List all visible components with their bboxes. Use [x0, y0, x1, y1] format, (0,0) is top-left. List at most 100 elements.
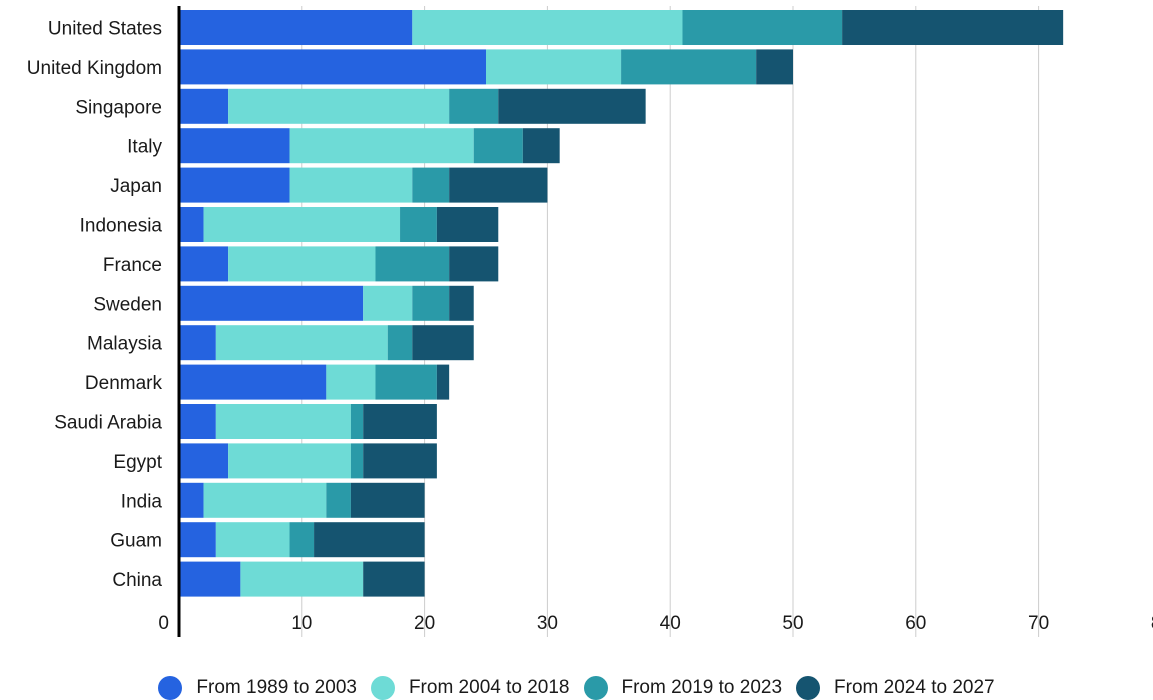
bar-segment	[436, 364, 450, 400]
bar-segment	[326, 364, 376, 400]
category-label: Italy	[127, 137, 162, 158]
bar-segment	[215, 325, 388, 361]
legend: From 1989 to 2003 From 2004 to 2018 From 2…	[0, 676, 1153, 700]
category-label: Singapore	[75, 97, 162, 118]
bar-segment	[289, 522, 315, 558]
bar-segment	[350, 482, 425, 518]
legend-label: From 2024 to 2027	[834, 677, 995, 698]
legend-label: From 2019 to 2023	[621, 677, 783, 698]
bar-segment	[203, 207, 401, 242]
category-label: France	[103, 255, 162, 276]
bar-segment	[449, 246, 499, 282]
bar-segment	[522, 128, 560, 164]
bar-segment	[449, 88, 499, 124]
category-label: Japan	[110, 176, 162, 197]
bar-segment	[682, 10, 843, 45]
bar-segment	[179, 207, 204, 242]
x-tick-label: 70	[1028, 613, 1049, 634]
bar-segment	[228, 246, 376, 282]
category-labels: United States United Kingdom Singapore Ital…	[27, 19, 163, 592]
bar-segment	[363, 561, 425, 597]
bar-segment	[179, 128, 290, 164]
bar-segment	[756, 49, 793, 85]
bar-segment	[215, 522, 290, 558]
bar-segment	[375, 364, 437, 400]
bar-segment	[350, 404, 364, 439]
bar-segment	[215, 404, 351, 439]
bar-segment	[179, 167, 290, 203]
bar-segment	[179, 88, 229, 124]
category-label: India	[121, 491, 163, 512]
bar-segment	[179, 404, 216, 439]
bar-segment	[289, 128, 474, 164]
bar-segment	[350, 443, 364, 479]
legend-item: From 2019 to 2023	[583, 676, 783, 700]
category-label: United States	[48, 19, 162, 40]
bar-segment	[498, 88, 646, 124]
bar-segment	[412, 325, 474, 361]
legend-swatch	[370, 676, 395, 700]
legend-label: From 1989 to 2003	[196, 677, 357, 698]
category-label: Egypt	[113, 452, 162, 473]
legend-swatch	[796, 676, 821, 700]
x-tick-label: 60	[905, 613, 926, 634]
x-tick-label: 10	[291, 613, 312, 634]
bar-segment	[449, 167, 548, 203]
bar-segment	[228, 443, 351, 479]
category-label: Guam	[110, 531, 162, 552]
bar-segment	[486, 49, 622, 85]
bar-segment	[449, 285, 474, 321]
bar-segment	[179, 325, 216, 361]
bar-segment	[179, 482, 204, 518]
bar-segment	[412, 285, 450, 321]
bar-segment	[621, 49, 757, 85]
x-axis-ticks: 0 10 20 30 40 50 60 70 80	[158, 613, 1153, 634]
bar-segment	[473, 128, 523, 164]
category-label: Sweden	[93, 294, 162, 315]
legend-label: From 2004 to 2018	[408, 677, 570, 698]
bar-segment	[314, 522, 425, 558]
legend-swatch	[158, 676, 183, 700]
bar-segment	[326, 482, 351, 518]
bar-segment	[203, 482, 327, 518]
legend-swatch	[583, 676, 608, 700]
x-tick-label: 40	[660, 613, 681, 634]
x-tick-label: 50	[782, 613, 803, 634]
bar-segment	[179, 561, 241, 597]
bar-segment	[375, 246, 450, 282]
legend-item: From 2024 to 2027	[796, 676, 995, 700]
bar-segment	[179, 285, 364, 321]
bar-segment	[363, 443, 437, 479]
bar-segment	[412, 167, 450, 203]
category-label: Indonesia	[80, 216, 163, 237]
x-tick-label: 0	[158, 613, 169, 634]
bar-segment	[179, 522, 216, 558]
bar-segment	[842, 10, 1064, 45]
x-tick-label: 30	[537, 613, 558, 634]
bar-segment	[228, 88, 450, 124]
x-tick-label: 80	[1151, 613, 1153, 634]
bar-segment	[240, 561, 364, 597]
bar-segment	[289, 167, 413, 203]
bars	[179, 10, 1064, 597]
bar-segment	[412, 10, 683, 45]
bar-segment	[179, 49, 486, 85]
category-label: Malaysia	[87, 334, 162, 355]
bar-segment	[179, 443, 229, 479]
x-tick-label: 20	[414, 613, 435, 634]
bar-segment	[179, 10, 413, 45]
legend-item: From 2004 to 2018	[370, 676, 570, 700]
bar-segment	[179, 246, 229, 282]
category-label: Saudi Arabia	[54, 413, 162, 434]
category-label: Denmark	[85, 373, 163, 394]
category-label: China	[112, 570, 162, 591]
legend-item: From 1989 to 2003	[158, 676, 357, 700]
bar-segment	[387, 325, 413, 361]
bar-segment	[400, 207, 437, 242]
bar-segment	[363, 285, 413, 321]
bar-segment	[436, 207, 499, 242]
bar-segment	[363, 404, 437, 439]
category-label: United Kingdom	[27, 58, 162, 79]
bar-segment	[179, 364, 327, 400]
